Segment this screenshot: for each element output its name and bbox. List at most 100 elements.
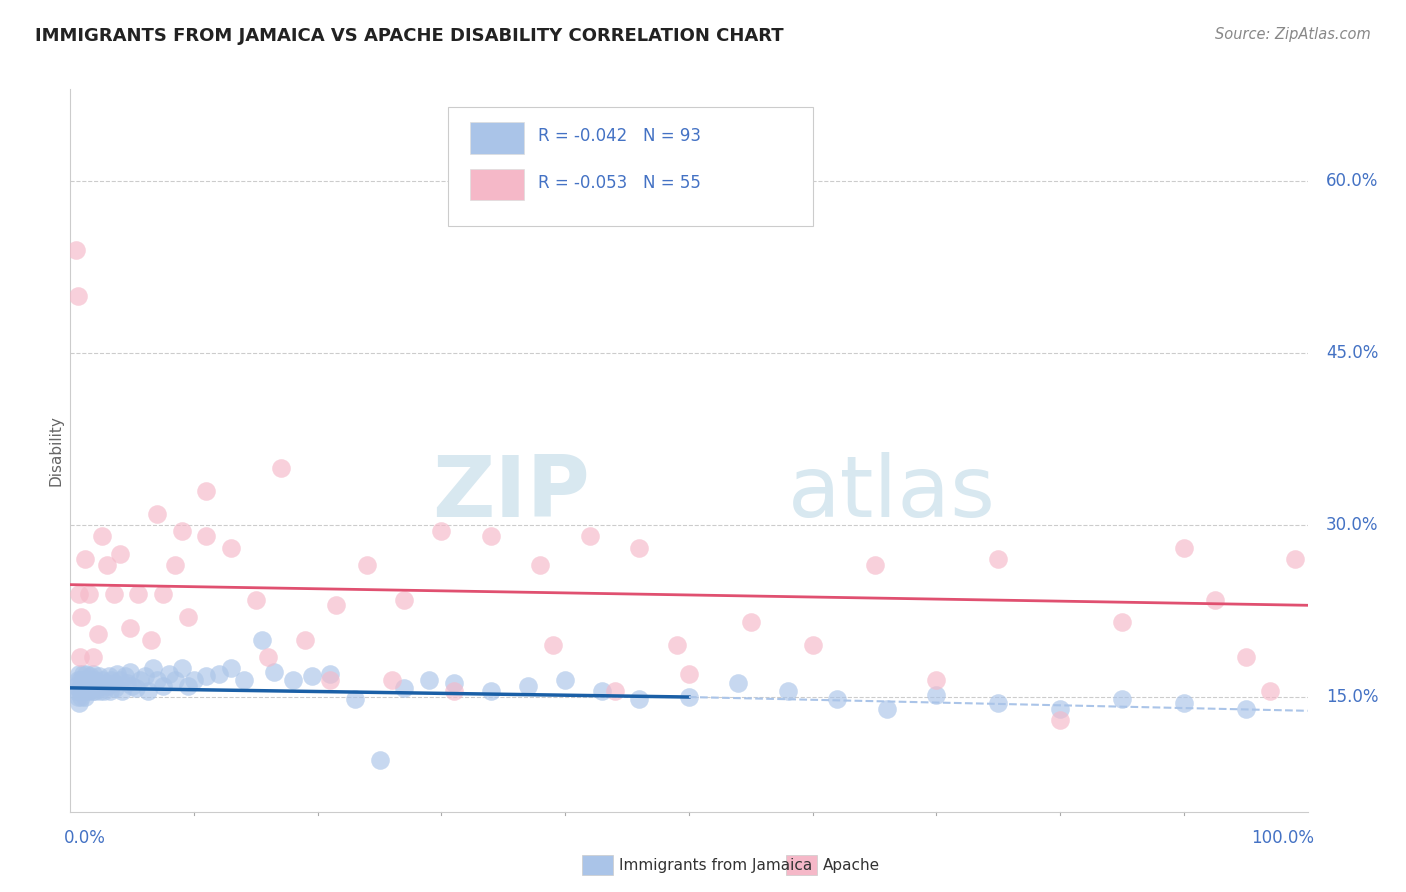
Point <box>301 669 323 683</box>
Point <box>139 632 162 647</box>
Point <box>70 690 93 704</box>
Point <box>430 524 453 538</box>
Point <box>529 558 551 573</box>
Point <box>443 684 465 698</box>
Point <box>103 587 125 601</box>
Point <box>115 676 138 690</box>
Point <box>219 541 242 555</box>
Point <box>90 679 112 693</box>
Point <box>96 558 118 573</box>
Point <box>325 599 347 613</box>
Point <box>125 681 148 695</box>
Point <box>177 609 200 624</box>
Text: 45.0%: 45.0% <box>1326 344 1378 362</box>
Point <box>114 669 136 683</box>
Point <box>67 587 90 601</box>
Point <box>232 673 254 687</box>
Point <box>67 667 90 681</box>
Text: R = -0.042   N = 93: R = -0.042 N = 93 <box>538 128 702 145</box>
Point <box>257 649 280 664</box>
Point <box>66 673 89 687</box>
Point <box>77 673 100 687</box>
Point <box>394 592 416 607</box>
Point <box>86 627 108 641</box>
Point <box>195 529 218 543</box>
Point <box>479 684 502 698</box>
Text: atlas: atlas <box>787 452 995 535</box>
Text: 15.0%: 15.0% <box>1326 688 1379 706</box>
Point <box>146 673 169 687</box>
Point <box>79 681 101 695</box>
Text: IMMIGRANTS FROM JAMAICA VS APACHE DISABILITY CORRELATION CHART: IMMIGRANTS FROM JAMAICA VS APACHE DISABI… <box>35 27 783 45</box>
Point <box>127 587 149 601</box>
Point <box>368 753 391 767</box>
Point <box>77 587 100 601</box>
Point <box>65 679 87 693</box>
Point <box>987 552 1010 566</box>
Point <box>111 684 134 698</box>
FancyBboxPatch shape <box>470 169 524 201</box>
Point <box>65 684 87 698</box>
Point <box>70 609 93 624</box>
Point <box>343 692 366 706</box>
Point <box>628 692 651 706</box>
Point <box>443 676 465 690</box>
Point <box>66 690 89 704</box>
Point <box>987 696 1010 710</box>
Point <box>134 669 156 683</box>
Point <box>66 288 89 302</box>
Point <box>776 684 799 698</box>
Point <box>319 673 342 687</box>
Y-axis label: Disability: Disability <box>48 415 63 486</box>
Point <box>136 684 159 698</box>
Point <box>75 552 97 566</box>
Text: R = -0.053   N = 55: R = -0.053 N = 55 <box>538 174 700 192</box>
Point <box>1111 615 1133 630</box>
Point <box>76 679 98 693</box>
Point <box>84 673 107 687</box>
Point <box>183 673 205 687</box>
Point <box>1173 541 1195 555</box>
Point <box>91 673 114 687</box>
Point <box>128 673 150 687</box>
Point <box>79 669 101 683</box>
FancyBboxPatch shape <box>470 121 524 153</box>
Point <box>89 684 111 698</box>
Point <box>118 621 141 635</box>
Point <box>740 615 762 630</box>
Point <box>152 587 174 601</box>
Text: Apache: Apache <box>823 858 880 872</box>
FancyBboxPatch shape <box>447 107 813 227</box>
Point <box>82 649 104 664</box>
Point <box>418 673 440 687</box>
Point <box>94 676 117 690</box>
Point <box>1111 692 1133 706</box>
Point <box>73 684 96 698</box>
Point <box>100 673 122 687</box>
Point <box>1049 701 1071 715</box>
Point <box>105 667 128 681</box>
Point <box>103 676 125 690</box>
Point <box>73 679 96 693</box>
Point <box>541 639 564 653</box>
Point <box>75 684 97 698</box>
Point <box>1284 552 1306 566</box>
Text: 30.0%: 30.0% <box>1326 516 1379 534</box>
Point <box>83 676 105 690</box>
Text: Immigrants from Jamaica: Immigrants from Jamaica <box>619 858 811 872</box>
Point <box>319 667 342 681</box>
Point <box>157 667 180 681</box>
Point <box>381 673 404 687</box>
Point <box>170 661 193 675</box>
Point <box>67 696 90 710</box>
Point <box>170 524 193 538</box>
Point <box>77 684 100 698</box>
Point <box>75 690 97 704</box>
Point <box>665 639 688 653</box>
Point <box>72 673 94 687</box>
Point <box>82 667 104 681</box>
Point <box>356 558 378 573</box>
Point <box>554 673 576 687</box>
Point <box>75 673 97 687</box>
Point <box>195 483 218 498</box>
